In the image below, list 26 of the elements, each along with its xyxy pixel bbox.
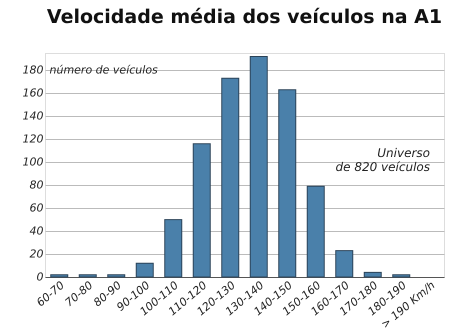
y-tick-label: 20: [30, 248, 44, 261]
bar: [306, 186, 325, 278]
y-tick-label: 0: [36, 270, 44, 284]
bar: [107, 274, 126, 278]
bar: [221, 78, 240, 278]
bar: [78, 274, 97, 278]
bar: [164, 219, 182, 278]
y-tick-label: 160: [22, 86, 44, 100]
bar: [50, 274, 68, 278]
bar: [335, 250, 354, 278]
bar: [278, 89, 296, 278]
bar: [364, 272, 382, 278]
y-tick-label: 120: [22, 132, 44, 146]
bar: [192, 143, 211, 278]
annotation: Universo de 820 veículos: [336, 146, 430, 174]
y-tick-label: 100: [22, 156, 44, 169]
chart-title: Velocidade média dos veículos na A1: [46, 6, 442, 28]
y-tick-label: 180: [22, 64, 44, 77]
bar: [392, 274, 410, 278]
y-tick-label: 80: [30, 178, 44, 192]
bar: [136, 262, 154, 278]
y-tick-label: 40: [30, 224, 44, 238]
y-tick-label: 140: [22, 110, 44, 123]
y-tick-label: 60: [30, 202, 44, 215]
bar: [250, 56, 268, 278]
y-axis-title: número de veículos: [50, 64, 158, 77]
